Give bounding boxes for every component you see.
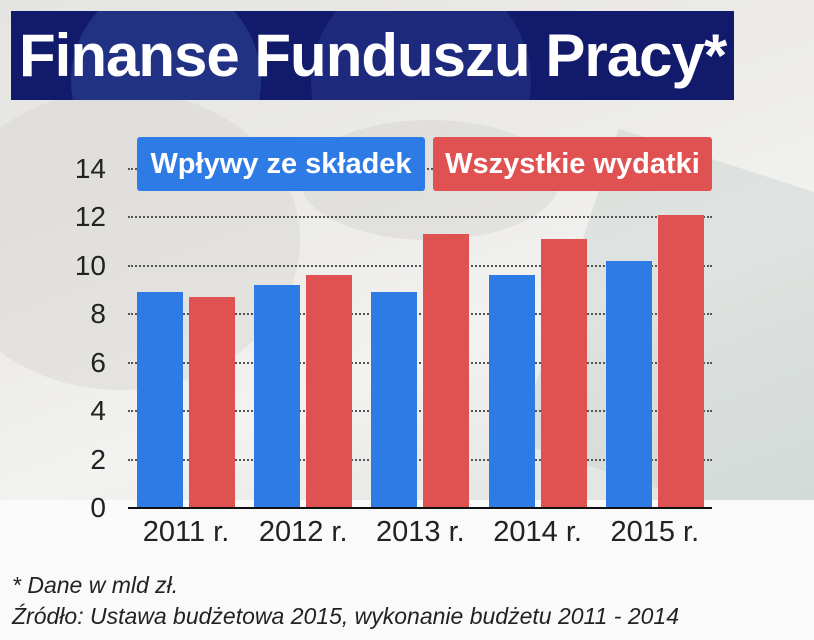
bar-wydatki	[306, 275, 353, 508]
source-note: Źródło: Ustawa budżetowa 2015, wykonanie…	[12, 603, 680, 629]
bar-wplywy	[488, 275, 535, 508]
bar-wplywy	[605, 260, 652, 508]
x-axis-line	[128, 507, 712, 509]
gridline	[128, 458, 712, 461]
y-tick-label: 14	[74, 152, 106, 184]
gridline	[128, 361, 712, 364]
gridline	[128, 313, 712, 315]
legend-label: Wszystkie wydatki	[445, 148, 700, 180]
bar-wydatki	[423, 233, 470, 508]
y-tick-label: 6	[90, 346, 106, 378]
bar-wydatki	[657, 214, 704, 508]
legend-item-wplywy: Wpływy ze składek	[137, 137, 425, 191]
gridline	[128, 216, 712, 218]
chart-title: Finanse Funduszu Pracy*	[19, 22, 727, 89]
title-banner: Finanse Funduszu Pracy*	[11, 11, 734, 100]
unit-note: * Dane w mld zł.	[12, 572, 179, 598]
x-tick-label: 2013 r.	[376, 516, 465, 548]
y-tick-label: 12	[74, 201, 106, 232]
y-tick-label: 10	[74, 249, 106, 281]
y-tick-label: 0	[90, 492, 106, 523]
x-tick-label: 2014 r.	[493, 516, 582, 548]
bar-wydatki	[189, 297, 235, 508]
legend-label: Wpływy ze składek	[150, 148, 412, 180]
y-tick-label: 8	[90, 298, 106, 329]
y-tick-label: 4	[90, 395, 106, 426]
y-tick-label: 2	[90, 443, 106, 475]
gridline	[128, 410, 712, 412]
bar-wplywy	[137, 292, 183, 508]
x-tick-label: 2012 r.	[258, 516, 348, 548]
bar-wplywy	[371, 292, 418, 508]
x-tick-label: 2011 r.	[142, 516, 230, 548]
x-tick-label: 2015 r.	[610, 516, 700, 548]
bar-wydatki	[540, 238, 587, 508]
legend-item-wydatki: Wszystkie wydatki	[433, 137, 712, 191]
bar-wplywy	[254, 284, 301, 508]
gridline	[128, 264, 712, 267]
